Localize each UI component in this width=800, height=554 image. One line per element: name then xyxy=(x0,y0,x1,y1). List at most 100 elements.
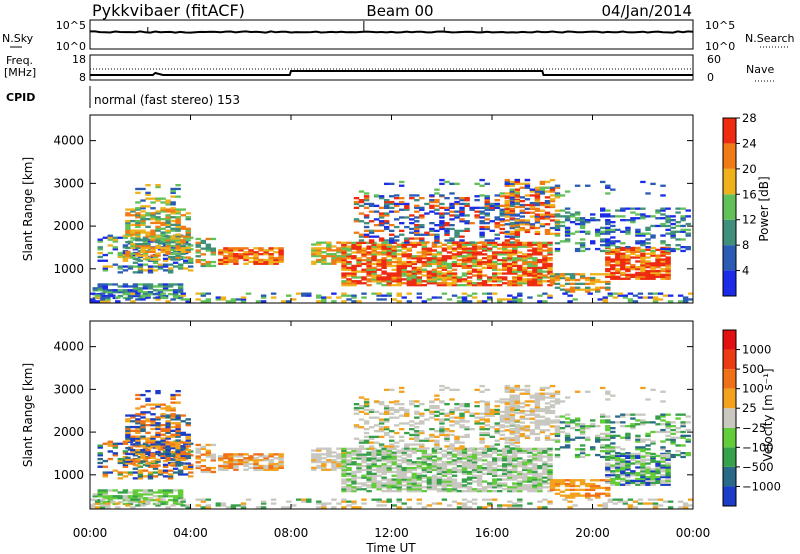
velocity-cell xyxy=(456,486,463,489)
velocity-cell xyxy=(615,474,621,477)
power-cell xyxy=(547,270,553,273)
power-cell xyxy=(620,209,626,212)
velocity-cell xyxy=(233,453,239,456)
power-cell xyxy=(461,257,468,260)
power-cell xyxy=(243,256,249,260)
velocity-cell xyxy=(492,457,498,460)
power-cell xyxy=(640,252,646,255)
velocity-cell xyxy=(363,422,370,425)
velocity-cell xyxy=(532,478,538,481)
power-cell xyxy=(497,272,503,275)
velocity-cell xyxy=(416,476,423,479)
power-cell xyxy=(180,241,186,244)
power-cell xyxy=(152,269,159,272)
power-cell xyxy=(152,255,159,259)
velocity-cell xyxy=(620,415,626,418)
velocity-cell xyxy=(489,410,495,414)
velocity-cell xyxy=(135,425,141,429)
power-cell xyxy=(461,245,468,248)
power-cell xyxy=(436,282,443,285)
power-cell xyxy=(376,292,382,295)
power-cell xyxy=(260,300,267,303)
velocity-cell xyxy=(476,468,483,472)
velocity-cell xyxy=(514,386,521,390)
velocity-cell xyxy=(155,464,161,467)
power-cell xyxy=(135,246,141,250)
velocity-cell xyxy=(366,476,372,479)
power-cell xyxy=(456,243,463,246)
velocity-cell xyxy=(356,465,362,468)
power-cell xyxy=(441,262,448,266)
power-cell xyxy=(434,192,440,195)
power-cell xyxy=(368,220,375,223)
power-cell xyxy=(170,216,176,219)
velocity-cell xyxy=(396,472,402,476)
power-cell xyxy=(585,290,591,293)
power-cell xyxy=(549,203,556,207)
velocity-cell xyxy=(459,426,465,429)
velocity-cell xyxy=(464,433,470,437)
power-cell xyxy=(514,196,521,199)
velocity-cell xyxy=(466,463,473,466)
power-cell xyxy=(185,235,191,238)
velocity-cell xyxy=(431,482,438,485)
power-cell xyxy=(471,259,478,262)
velocity-cell xyxy=(384,426,390,429)
velocity-cell xyxy=(145,449,151,452)
power-cell xyxy=(429,200,435,204)
power-cell xyxy=(145,235,151,238)
power-cell xyxy=(502,257,508,260)
velocity-cell xyxy=(509,438,516,442)
power-cell xyxy=(170,241,176,244)
velocity-cell xyxy=(394,400,400,403)
power-cell xyxy=(411,278,418,281)
power-cell xyxy=(605,238,611,241)
velocity-cell xyxy=(564,436,571,439)
power-cell xyxy=(386,243,392,246)
power-cell xyxy=(162,289,169,292)
velocity-cell xyxy=(615,458,621,461)
velocity-cell xyxy=(449,424,455,427)
power-cell xyxy=(165,252,171,255)
velocity-cell xyxy=(547,472,553,476)
power-cell xyxy=(660,260,666,263)
power-cell xyxy=(620,262,626,265)
power-cell xyxy=(529,215,536,218)
velocity-cell xyxy=(416,457,423,460)
velocity-cell xyxy=(132,489,139,492)
velocity-cell xyxy=(429,410,435,414)
power-cell xyxy=(645,275,651,279)
velocity-cell xyxy=(336,457,342,460)
velocity-cell xyxy=(396,484,402,487)
velocity-cell xyxy=(534,438,541,442)
power-cell xyxy=(539,209,546,212)
power-cell xyxy=(107,265,114,268)
velocity-cell xyxy=(366,472,372,476)
velocity-cell xyxy=(479,390,485,393)
power-cell xyxy=(615,246,621,249)
power-cell xyxy=(253,254,259,258)
power-cell xyxy=(223,251,229,254)
power-cell xyxy=(414,210,420,213)
velocity-cell xyxy=(529,411,536,415)
velocity-cell xyxy=(122,491,129,494)
velocity-cell xyxy=(514,398,521,401)
power-cell xyxy=(529,223,536,226)
power-cell xyxy=(376,243,382,246)
power-cell xyxy=(640,244,646,247)
velocity-cell xyxy=(353,408,360,412)
velocity-cell xyxy=(441,470,448,474)
velocity-cell xyxy=(396,465,402,468)
power-cell xyxy=(456,247,463,250)
velocity-cell xyxy=(564,417,571,420)
power-cell xyxy=(230,300,237,303)
power-cell xyxy=(371,274,377,277)
power-cell xyxy=(378,216,385,219)
power-cell xyxy=(414,194,420,197)
power-cell xyxy=(494,218,500,221)
velocity-cell xyxy=(107,471,114,474)
velocity-cell xyxy=(366,466,372,470)
velocity-cell xyxy=(610,470,616,473)
velocity-cell xyxy=(665,458,671,461)
velocity-cell xyxy=(386,465,392,468)
